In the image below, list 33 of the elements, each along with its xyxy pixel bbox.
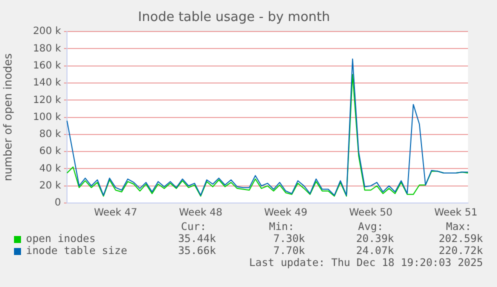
legend-label: open inodes — [26, 233, 96, 245]
x-tick-label: Week 47 — [94, 208, 138, 219]
y-tick-label: 140 k — [32, 78, 62, 89]
y-tick-label: 100 k — [32, 112, 62, 123]
y-axis-title: number of open inodes — [1, 53, 14, 182]
y-tick-label: 200 k — [32, 26, 62, 38]
text: 20.39k — [356, 233, 394, 245]
y-tick-label: 60 k — [39, 146, 62, 158]
x-tick-label: Week 51 — [434, 208, 478, 219]
text: Min: — [269, 221, 294, 233]
text: 202.59k — [438, 233, 483, 245]
y-tick-label: 0 — [54, 198, 61, 209]
text: 7.30k — [273, 233, 305, 245]
x-tick-label: Week 49 — [264, 208, 308, 219]
text: Last update: Thu Dec 18 19:20:03 2025 — [249, 257, 483, 269]
y-tick-label: 20 k — [39, 180, 62, 192]
text: 35.66k — [178, 245, 216, 257]
y-tick-label: 160 k — [32, 60, 62, 72]
x-tick-label: Week 48 — [179, 208, 222, 219]
text: Max: — [446, 221, 472, 233]
text: 35.44k — [178, 233, 216, 245]
chart-title: Inode table usage - by month — [138, 10, 330, 26]
y-tick-label: 80 k — [39, 129, 62, 140]
y-tick-label: 120 k — [32, 94, 62, 106]
text: Avg: — [358, 221, 384, 233]
x-tick-label: Week 50 — [349, 208, 392, 219]
text: Cur: — [181, 221, 206, 233]
text: 7.70k — [273, 245, 305, 257]
text: 220.72k — [438, 245, 483, 257]
y-tick-label: 180 k — [32, 43, 62, 54]
text: 24.07k — [356, 245, 394, 257]
y-tick-label: 40 k — [39, 163, 62, 174]
legend-label: inode table size — [26, 245, 128, 257]
